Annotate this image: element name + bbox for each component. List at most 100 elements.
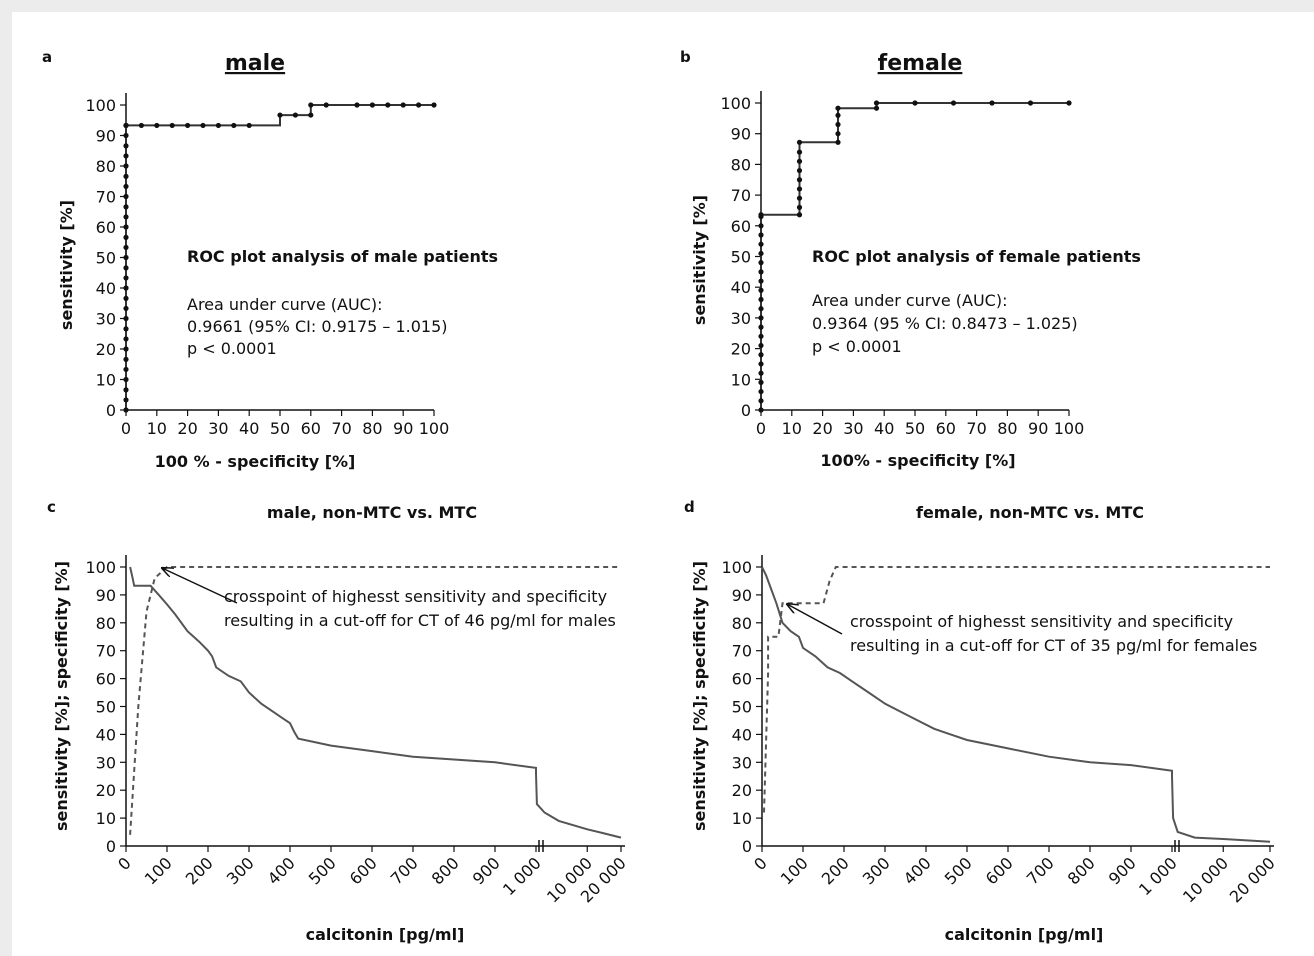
x-tick-label: 10 000: [1179, 853, 1232, 906]
roc-point: [123, 397, 129, 403]
roc-point: [758, 324, 764, 330]
y-tick-label: 40: [96, 279, 116, 298]
x-tick-label: 800: [1064, 853, 1099, 888]
roc-point: [231, 122, 237, 129]
y-tick-label: 0: [106, 837, 116, 856]
y-tick-label: 90: [732, 586, 752, 605]
roc-point: [758, 296, 764, 303]
x-tick-label: 40: [239, 419, 259, 438]
x-tick-label: 100: [419, 419, 450, 438]
panel-label-b: b: [680, 48, 691, 66]
chart-b-annotation-line-1: Area under curve (AUC):: [812, 291, 1007, 310]
roc-point: [873, 100, 880, 106]
y-tick-label: 0: [742, 837, 752, 856]
x-tick-label: 800: [428, 853, 463, 888]
x-tick-label: 100: [777, 853, 812, 888]
roc-point: [796, 149, 803, 155]
chart-a-y-ticks: 0 10 20 30 40 50 60 70 80 90 100: [85, 96, 126, 420]
y-tick-label: 80: [731, 155, 751, 174]
chart-b-xlabel: 100% - specificity [%]: [820, 451, 1015, 470]
y-tick-label: 30: [732, 753, 752, 772]
roc-point: [758, 333, 764, 339]
chart-d-sensitivity-line: [761, 566, 1271, 843]
y-tick-label: 90: [96, 586, 116, 605]
x-tick-label: 400: [264, 853, 299, 888]
x-tick-label: 1 000: [499, 853, 545, 899]
y-tick-label: 40: [732, 725, 752, 744]
x-tick-label: 300: [223, 853, 258, 888]
x-tick-label: 10: [147, 419, 167, 438]
roc-point: [123, 143, 129, 149]
roc-point: [400, 102, 406, 108]
roc-point: [169, 122, 175, 129]
x-tick-label: 900: [469, 853, 504, 888]
roc-point: [123, 224, 129, 230]
x-tick-label: 0: [121, 419, 131, 438]
x-tick-label: 700: [1023, 853, 1058, 888]
y-tick-label: 80: [96, 614, 116, 633]
y-tick-label: 50: [96, 698, 116, 717]
x-tick-label: 10: [782, 419, 802, 438]
panel-c: c male, non-MTC vs. MTC 0 100 200 300 400 500…: [47, 498, 630, 944]
chart-b-annotation-line-3: p < 0.0001: [812, 337, 902, 356]
y-tick-label: 30: [731, 309, 751, 328]
roc-point: [123, 376, 129, 383]
roc-point: [796, 186, 803, 192]
panel-label-d: d: [684, 498, 695, 516]
y-tick-label: 100: [721, 558, 752, 577]
roc-point: [123, 193, 129, 200]
x-tick-label: 1 000: [1135, 853, 1181, 899]
x-tick-label: 50: [905, 419, 925, 438]
roc-point: [123, 204, 129, 210]
chart-d-ylabel: sensitivity [%]; specificity [%]: [690, 561, 709, 831]
chart-c-annotation-line-2: resulting in a cut-off for CT of 46 pg/m…: [224, 611, 616, 630]
chart-a-x-ticks: 0 10 20 30 40 50 60 70 80 90 100: [121, 410, 449, 438]
chart-d-axes: [761, 555, 1274, 852]
x-tick-label: 0: [756, 419, 766, 438]
y-tick-label: 20: [96, 340, 116, 359]
x-tick-label: 20: [812, 419, 832, 438]
y-tick-label: 100: [85, 96, 116, 115]
roc-point: [796, 212, 803, 218]
x-tick-label: 60: [301, 419, 321, 438]
x-tick-label: 0: [750, 853, 771, 874]
roc-point: [123, 254, 129, 261]
roc-point: [123, 407, 129, 413]
y-tick-label: 30: [96, 310, 116, 329]
roc-point: [758, 342, 764, 349]
roc-point: [123, 275, 129, 281]
roc-point: [758, 278, 764, 284]
chart-c-ylabel: sensitivity [%]; specificity [%]: [52, 561, 71, 831]
panel-label-c: c: [47, 498, 56, 516]
roc-point: [123, 244, 129, 251]
panel-a: a male 0 10 20 30 40 50 60 70 80 90 100 0 10 20 30 40 5…: [42, 48, 498, 471]
x-tick-label: 90: [1028, 419, 1048, 438]
roc-point: [758, 361, 764, 367]
panel-d: d female, non-MTC vs. MTC 0 100 200 300 400 5…: [684, 498, 1279, 944]
x-tick-label: 50: [270, 419, 290, 438]
chart-c-specificity-line: [129, 566, 621, 835]
chart-b-title: female: [878, 51, 963, 76]
roc-point: [873, 105, 880, 111]
x-tick-label: 0: [114, 853, 135, 874]
roc-point: [123, 234, 129, 240]
y-tick-label: 0: [106, 401, 116, 420]
chart-a-annotation-line-3: p < 0.0001: [187, 339, 277, 358]
y-tick-label: 100: [85, 558, 116, 577]
roc-point: [123, 366, 129, 373]
chart-a-annotation-line-1: Area under curve (AUC):: [187, 295, 382, 314]
roc-point: [185, 122, 191, 129]
roc-point: [758, 287, 764, 293]
figure-frame: a male 0 10 20 30 40 50 60 70 80 90 100 0 10 20 30 40 5…: [12, 12, 1314, 956]
roc-point: [758, 260, 764, 266]
y-tick-label: 20: [731, 340, 751, 359]
chart-c-annotation-line-1: crosspoint of highesst sensitivity and s…: [224, 587, 607, 606]
roc-point: [758, 388, 764, 395]
x-tick-label: 200: [818, 853, 853, 888]
roc-point: [215, 122, 221, 129]
x-tick-label: 20 000: [1226, 853, 1279, 906]
roc-point: [292, 112, 298, 118]
roc-point: [123, 336, 129, 342]
x-tick-label: 80: [362, 419, 382, 438]
